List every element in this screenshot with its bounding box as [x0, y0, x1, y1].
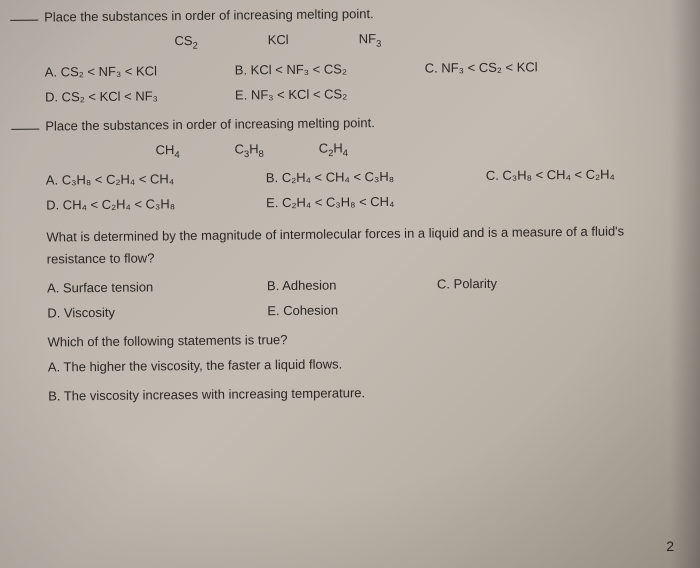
q3-choice-e: E. Cohesion [267, 303, 338, 319]
page-shadow [670, 0, 700, 568]
q3-choice-a: A. Surface tension [47, 279, 247, 296]
q2-choice-c: C. C₃H₈ < CH₄ < C₂H₄ [486, 167, 615, 183]
q3-choice-d: D. Viscosity [47, 304, 247, 321]
q4-choice-b: B. The viscosity increases with increasi… [48, 386, 365, 404]
q3-choice-b: B. Adhesion [267, 277, 397, 293]
q1-choice-c: C. NF₃ < CS₂ < KCl [425, 59, 538, 75]
q2-choices: A. C₃H₈ < C₂H₄ < CH₄ B. C₂H₄ < CH₄ < C₃H… [46, 166, 680, 213]
q1-substances: CS2 KCl NF3 [174, 28, 678, 51]
q1-choice-a: A. CS₂ < NF₃ < KCl [45, 62, 215, 79]
q2-substances: CH4 C3H8 C2H4 [155, 136, 679, 159]
q1-choice-e: E. NF₃ < KCl < CS₂ [235, 86, 347, 102]
q2-choice-b: B. C₂H₄ < CH₄ < C₃H₈ [266, 168, 466, 185]
q1-sub3: NF3 [359, 31, 382, 49]
q1-sub2: KCl [268, 32, 289, 50]
q2-choice-a: A. C₃H₈ < C₂H₄ < CH₄ [46, 171, 246, 188]
q4-choices: A. The higher the viscosity, the faster … [48, 353, 682, 404]
q2-choice-d: D. CH₄ < C₂H₄ < C₃H₈ [46, 196, 246, 213]
q1-prompt: Place the substances in order of increas… [44, 3, 678, 25]
worksheet-page: Place the substances in order of increas… [0, 0, 700, 424]
q3-choice-c: C. Polarity [437, 276, 497, 292]
q2-sub1: CH4 [155, 142, 179, 160]
q2-sub3: C2H4 [319, 140, 348, 158]
q2-choice-e: E. C₂H₄ < C₃H₈ < CH₄ [266, 194, 394, 210]
q1-choices: A. CS₂ < NF₃ < KCl B. KCl < NF₃ < CS₂ C.… [45, 57, 679, 104]
q3-choices: A. Surface tension B. Adhesion C. Polari… [47, 274, 681, 321]
q4-choice-a: A. The higher the viscosity, the faster … [48, 357, 342, 375]
q4-prompt: Which of the following statements is tru… [48, 328, 682, 350]
q2-prompt: Place the substances in order of increas… [45, 111, 679, 133]
q1-sub1: CS2 [174, 33, 197, 51]
q1-choice-d: D. CS₂ < KCl < NF₃ [45, 87, 215, 104]
q2-sub2: C3H8 [234, 141, 263, 159]
q3-prompt: What is determined by the magnitude of i… [46, 220, 680, 271]
q1-choice-b: B. KCl < NF₃ < CS₂ [235, 60, 405, 77]
